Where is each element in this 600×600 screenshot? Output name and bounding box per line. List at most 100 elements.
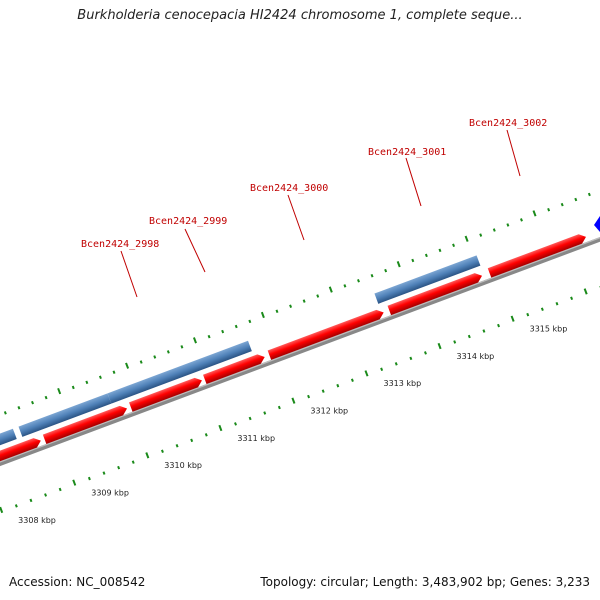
- gene-label-leader: [405, 157, 422, 207]
- minor-tick: [357, 279, 360, 283]
- gene-arrow[interactable]: [387, 271, 484, 316]
- minor-tick: [540, 307, 544, 311]
- gene-arrow[interactable]: [42, 404, 129, 444]
- scale-label: 3309 kbp: [91, 488, 129, 497]
- minor-tick: [560, 202, 564, 207]
- gene-arrow[interactable]: [129, 376, 204, 412]
- minor-tick: [234, 422, 237, 426]
- gene-feature-bar[interactable]: [107, 340, 252, 404]
- minor-tick: [131, 460, 135, 464]
- minor-tick: [102, 471, 106, 475]
- minor-tick: [370, 273, 374, 278]
- gene-arrow[interactable]: [267, 308, 386, 360]
- minor-tick: [438, 248, 442, 253]
- minor-tick: [85, 380, 89, 385]
- gene-label[interactable]: Bcen2424_3000: [250, 183, 328, 194]
- major-tick: [72, 479, 77, 486]
- minor-tick: [277, 405, 281, 410]
- gene-feature-bar[interactable]: [18, 393, 112, 437]
- minor-tick: [453, 340, 457, 344]
- strand-marker-icon: [594, 216, 600, 232]
- minor-tick: [117, 465, 121, 470]
- gene-label[interactable]: Bcen2424_2999: [149, 216, 227, 227]
- minor-tick: [409, 356, 413, 361]
- minor-tick: [139, 360, 143, 364]
- minor-tick: [98, 375, 102, 380]
- minor-tick: [467, 334, 471, 339]
- minor-tick: [411, 258, 415, 263]
- scale-label: 3310 kbp: [164, 461, 202, 470]
- minor-tick: [87, 476, 91, 481]
- scale-label: 3312 kbp: [310, 407, 348, 416]
- minor-tick: [204, 433, 208, 437]
- minor-tick: [555, 301, 559, 306]
- minor-tick: [58, 487, 62, 492]
- minor-tick: [384, 268, 388, 273]
- major-tick: [192, 337, 197, 344]
- gene-feature-bar[interactable]: [0, 428, 17, 456]
- minor-tick: [17, 405, 21, 410]
- scale-label: 3315 kbp: [530, 325, 568, 334]
- genome-summary-text: Topology: circular; Length: 3,483,902 bp…: [260, 575, 590, 589]
- minor-tick: [519, 218, 523, 222]
- minor-tick: [350, 378, 354, 382]
- minor-tick: [574, 197, 578, 202]
- gene-label-leader: [506, 129, 521, 177]
- minor-tick: [175, 444, 179, 448]
- major-tick: [583, 288, 588, 295]
- major-tick: [464, 235, 469, 242]
- minor-tick: [394, 362, 398, 366]
- gene-arrow[interactable]: [0, 436, 43, 473]
- chromosome-backbone: [0, 203, 600, 488]
- major-tick: [218, 424, 223, 432]
- gene-feature-bar[interactable]: [374, 255, 481, 304]
- minor-tick: [112, 370, 116, 374]
- minor-tick: [424, 253, 428, 258]
- gene-arrow[interactable]: [203, 352, 266, 385]
- gene-label[interactable]: Bcen2424_3002: [469, 118, 547, 129]
- gene-arrow[interactable]: [487, 232, 588, 278]
- minor-tick: [153, 355, 157, 359]
- gene-label[interactable]: Bcen2424_2998: [81, 239, 159, 250]
- accession-text: Accession: NC_008542: [9, 575, 146, 589]
- minor-tick: [31, 400, 34, 405]
- gene-label-layer: Bcen2424_2998 Bcen2424_2999 Bcen2424_3000 B…: [81, 118, 547, 298]
- major-tick: [510, 315, 515, 322]
- gene-label[interactable]: Bcen2424_3001: [368, 147, 446, 158]
- minor-tick: [321, 389, 325, 393]
- minor-tick: [190, 438, 194, 443]
- minor-tick: [380, 367, 384, 372]
- gene-label-leader: [184, 228, 206, 273]
- minor-tick: [275, 309, 279, 314]
- minor-tick: [506, 223, 510, 227]
- minor-tick: [343, 284, 347, 288]
- scale-label: 3313 kbp: [383, 379, 421, 388]
- minor-tick: [29, 498, 33, 503]
- minor-tick: [492, 228, 496, 232]
- scale-label: 3311 kbp: [237, 434, 275, 443]
- minor-tick: [289, 304, 293, 308]
- minor-tick: [570, 296, 574, 301]
- minor-tick: [424, 351, 427, 355]
- minor-tick: [166, 350, 170, 354]
- minor-tick: [587, 192, 591, 197]
- minor-tick: [452, 243, 456, 248]
- minor-tick: [307, 394, 311, 399]
- minor-tick: [160, 449, 164, 454]
- major-tick: [291, 397, 296, 404]
- minor-tick: [44, 493, 48, 497]
- minor-tick: [302, 299, 306, 303]
- major-tick: [532, 210, 537, 217]
- minor-tick: [336, 383, 340, 388]
- gene-feature-track: [0, 255, 481, 456]
- major-tick: [260, 311, 265, 319]
- map-title: Burkholderia cenocepacia HI2424 chromoso…: [77, 8, 523, 23]
- major-tick: [396, 261, 401, 268]
- major-tick: [57, 387, 62, 395]
- minor-tick: [482, 329, 486, 333]
- scale-labels: 3308 kbp 3309 kbp 3310 kbp 3311 kbp 3312 kbp…: [18, 325, 568, 525]
- forward-gene-track: [0, 232, 588, 473]
- scale-label: 3314 kbp: [457, 352, 495, 361]
- minor-tick: [180, 345, 184, 349]
